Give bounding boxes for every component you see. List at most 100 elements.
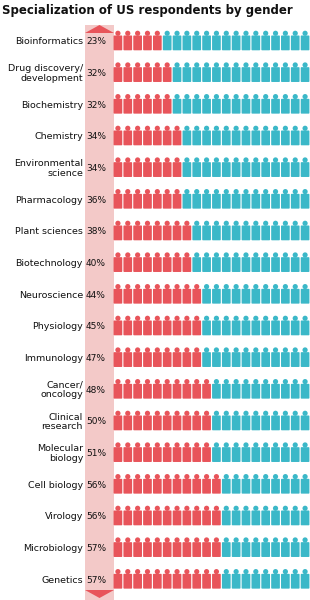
Text: 48%: 48% xyxy=(86,386,106,395)
FancyBboxPatch shape xyxy=(123,511,132,526)
Circle shape xyxy=(293,157,298,163)
FancyBboxPatch shape xyxy=(123,447,132,462)
Circle shape xyxy=(165,62,170,68)
Circle shape xyxy=(283,221,288,226)
FancyBboxPatch shape xyxy=(143,511,152,526)
Circle shape xyxy=(115,189,121,194)
Circle shape xyxy=(273,94,278,99)
Circle shape xyxy=(125,410,131,416)
Circle shape xyxy=(224,379,229,384)
FancyBboxPatch shape xyxy=(163,542,171,557)
Circle shape xyxy=(233,221,239,226)
Circle shape xyxy=(194,506,199,511)
Circle shape xyxy=(263,569,268,574)
Circle shape xyxy=(184,474,189,479)
FancyBboxPatch shape xyxy=(143,194,152,209)
FancyBboxPatch shape xyxy=(153,257,162,272)
Text: Specialization of US respondents by gender: Specialization of US respondents by gend… xyxy=(2,4,293,17)
Circle shape xyxy=(204,442,209,448)
FancyBboxPatch shape xyxy=(222,226,231,241)
Circle shape xyxy=(303,94,308,99)
FancyBboxPatch shape xyxy=(163,67,171,82)
Circle shape xyxy=(184,538,189,542)
Circle shape xyxy=(214,474,219,479)
Circle shape xyxy=(175,347,179,353)
FancyBboxPatch shape xyxy=(193,162,201,177)
FancyBboxPatch shape xyxy=(281,130,290,145)
Circle shape xyxy=(224,62,229,68)
Circle shape xyxy=(184,284,189,289)
Circle shape xyxy=(243,538,249,542)
Circle shape xyxy=(115,569,121,574)
FancyBboxPatch shape xyxy=(123,162,132,177)
FancyBboxPatch shape xyxy=(261,542,270,557)
FancyBboxPatch shape xyxy=(222,194,231,209)
Circle shape xyxy=(155,62,160,68)
FancyBboxPatch shape xyxy=(251,574,260,589)
Circle shape xyxy=(224,189,229,194)
Circle shape xyxy=(125,31,131,36)
FancyBboxPatch shape xyxy=(222,35,231,50)
FancyBboxPatch shape xyxy=(153,352,162,367)
FancyBboxPatch shape xyxy=(133,130,142,145)
Circle shape xyxy=(165,221,170,226)
FancyBboxPatch shape xyxy=(143,320,152,335)
FancyBboxPatch shape xyxy=(261,162,270,177)
Circle shape xyxy=(175,94,179,99)
Circle shape xyxy=(184,125,189,131)
Circle shape xyxy=(273,31,278,36)
FancyBboxPatch shape xyxy=(271,257,280,272)
Circle shape xyxy=(184,157,189,163)
Circle shape xyxy=(155,253,160,257)
Circle shape xyxy=(253,316,259,321)
FancyBboxPatch shape xyxy=(113,352,122,367)
Circle shape xyxy=(253,442,259,448)
Circle shape xyxy=(184,221,189,226)
Circle shape xyxy=(273,410,278,416)
FancyBboxPatch shape xyxy=(143,574,152,589)
Circle shape xyxy=(145,94,150,99)
FancyBboxPatch shape xyxy=(133,542,142,557)
FancyBboxPatch shape xyxy=(113,542,122,557)
Circle shape xyxy=(135,284,140,289)
FancyBboxPatch shape xyxy=(133,384,142,398)
FancyBboxPatch shape xyxy=(143,257,152,272)
Circle shape xyxy=(273,284,278,289)
Circle shape xyxy=(243,31,249,36)
Circle shape xyxy=(135,253,140,257)
Circle shape xyxy=(145,442,150,448)
FancyBboxPatch shape xyxy=(281,99,290,113)
FancyBboxPatch shape xyxy=(202,415,211,430)
Circle shape xyxy=(293,62,298,68)
Circle shape xyxy=(145,316,150,321)
FancyBboxPatch shape xyxy=(241,130,250,145)
Circle shape xyxy=(165,538,170,542)
FancyBboxPatch shape xyxy=(202,511,211,526)
Circle shape xyxy=(293,569,298,574)
FancyBboxPatch shape xyxy=(212,130,221,145)
Circle shape xyxy=(135,569,140,574)
Circle shape xyxy=(125,474,131,479)
FancyBboxPatch shape xyxy=(113,511,122,526)
FancyBboxPatch shape xyxy=(232,479,241,494)
FancyBboxPatch shape xyxy=(183,479,191,494)
Circle shape xyxy=(155,569,160,574)
Text: Drug discovery/
development: Drug discovery/ development xyxy=(8,64,83,83)
FancyBboxPatch shape xyxy=(133,511,142,526)
Circle shape xyxy=(293,442,298,448)
Circle shape xyxy=(165,474,170,479)
Circle shape xyxy=(263,253,268,257)
FancyBboxPatch shape xyxy=(251,162,260,177)
FancyBboxPatch shape xyxy=(291,289,299,304)
FancyBboxPatch shape xyxy=(202,289,211,304)
FancyBboxPatch shape xyxy=(222,257,231,272)
FancyBboxPatch shape xyxy=(241,352,250,367)
Text: 51%: 51% xyxy=(86,449,106,458)
Circle shape xyxy=(135,62,140,68)
Circle shape xyxy=(165,442,170,448)
FancyBboxPatch shape xyxy=(133,99,142,113)
Text: Virology: Virology xyxy=(45,512,83,521)
Polygon shape xyxy=(85,25,114,33)
FancyBboxPatch shape xyxy=(241,289,250,304)
FancyBboxPatch shape xyxy=(301,511,309,526)
